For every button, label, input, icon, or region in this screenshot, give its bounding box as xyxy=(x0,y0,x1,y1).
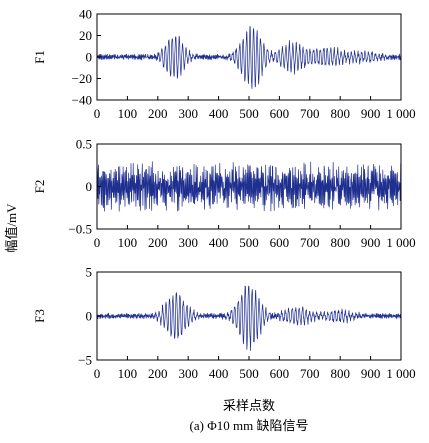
x-tick-label: 200 xyxy=(148,106,168,121)
y-tick-label: 0 xyxy=(86,50,93,65)
series-line-f3 xyxy=(96,285,402,351)
x-tick-label: 700 xyxy=(300,235,320,250)
x-tick-label: 600 xyxy=(270,366,290,381)
x-tick-label: 300 xyxy=(178,106,198,121)
x-tick-label: 0 xyxy=(94,235,101,250)
x-tick-label: 300 xyxy=(178,366,198,381)
y-axis-label-f3: F3 xyxy=(32,309,47,323)
y-tick-label: 40 xyxy=(79,7,92,22)
x-tick-label: 800 xyxy=(330,106,350,121)
x-tick-label: 600 xyxy=(270,106,290,121)
y-tick-label: 20 xyxy=(79,28,92,43)
x-tick-label: 900 xyxy=(361,106,381,121)
x-tick-label: 900 xyxy=(361,235,381,250)
x-tick-label: 500 xyxy=(239,366,259,381)
x-tick-label: 400 xyxy=(209,235,229,250)
series-line-f2 xyxy=(96,161,402,212)
y-tick-label: −20 xyxy=(72,71,92,86)
x-tick-label: 800 xyxy=(330,235,350,250)
y-tick-label: −5 xyxy=(78,353,92,368)
x-tick-label: 200 xyxy=(148,366,168,381)
panel-f2: 0 100 200 300 400 500 600 700 800 900 1 0000.50−0.… xyxy=(32,137,416,251)
y-tick-label: −0.5 xyxy=(68,222,92,237)
x-tick-label: 1 000 xyxy=(386,366,415,381)
y-tick-label: 0 xyxy=(86,309,93,324)
x-tick-label: 100 xyxy=(118,366,138,381)
x-tick-label: 700 xyxy=(300,106,320,121)
series-line-f1 xyxy=(96,26,402,89)
x-tick-label: 0 xyxy=(94,106,101,121)
x-axis-label: 采样点数 xyxy=(223,398,275,413)
x-tick-label: 900 xyxy=(361,366,381,381)
x-tick-label: 600 xyxy=(270,235,290,250)
x-tick-label: 1 000 xyxy=(386,106,415,121)
y-tick-label: 0.5 xyxy=(76,137,92,152)
y-tick-label: −40 xyxy=(72,93,92,108)
y-tick-label: 0 xyxy=(86,179,93,194)
y-tick-label: 5 xyxy=(86,265,93,280)
x-tick-label: 300 xyxy=(178,235,198,250)
x-tick-label: 400 xyxy=(209,366,229,381)
x-tick-label: 200 xyxy=(148,235,168,250)
shared-y-axis-label: 幅值/mV xyxy=(4,203,19,253)
panel-f1: 0 100 200 300 400 500 600 700 800 900 1 00040200−2… xyxy=(32,7,416,122)
x-tick-label: 700 xyxy=(300,366,320,381)
x-tick-label: 500 xyxy=(239,235,259,250)
x-tick-label: 0 xyxy=(94,366,101,381)
x-tick-label: 100 xyxy=(118,106,138,121)
x-tick-label: 400 xyxy=(209,106,229,121)
x-tick-label: 800 xyxy=(330,366,350,381)
y-axis-label-f2: F2 xyxy=(32,180,47,194)
x-tick-label: 1 000 xyxy=(386,235,415,250)
figure-caption: (a) Φ10 mm 缺陷信号 xyxy=(190,418,309,433)
x-tick-label: 500 xyxy=(239,106,259,121)
x-tick-label: 100 xyxy=(118,235,138,250)
y-axis-label-f1: F1 xyxy=(32,50,47,64)
